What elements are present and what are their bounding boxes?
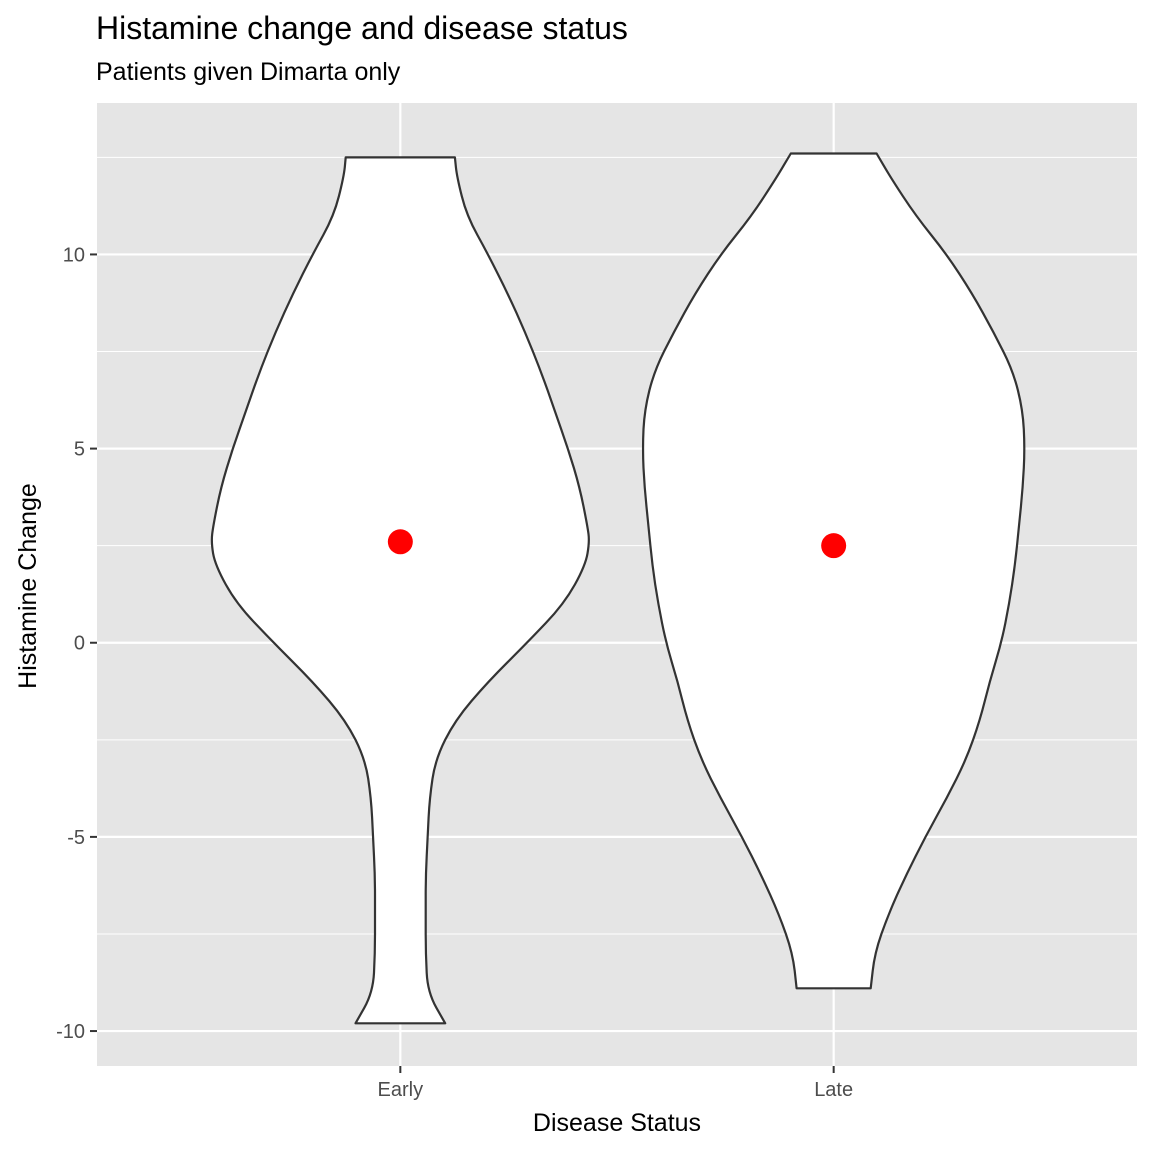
violin-early (210, 156, 590, 1025)
mean-point-layer (387, 529, 847, 559)
y-tick-label: 0 (74, 633, 85, 655)
y-axis: -10 -5 0 5 10 (56, 244, 97, 1043)
y-tick-label: 10 (63, 244, 85, 266)
chart-subtitle: Patients given Dimarta only (96, 58, 401, 86)
y-tick-label: -5 (67, 827, 85, 849)
violin-layer (210, 152, 1026, 1025)
mean-point-late (821, 533, 847, 559)
violin-late (641, 152, 1026, 990)
x-tick-label: Late (814, 1079, 853, 1101)
y-axis-label: Histamine Change (14, 483, 42, 689)
chart-title: Histamine change and disease status (96, 10, 628, 46)
x-axis: Early Late (378, 1066, 853, 1101)
y-tick-label: -10 (56, 1021, 85, 1043)
y-tick-label: 5 (74, 439, 85, 461)
x-axis-label: Disease Status (533, 1109, 701, 1137)
mean-point-early (387, 529, 413, 555)
x-tick-label: Early (378, 1079, 424, 1101)
